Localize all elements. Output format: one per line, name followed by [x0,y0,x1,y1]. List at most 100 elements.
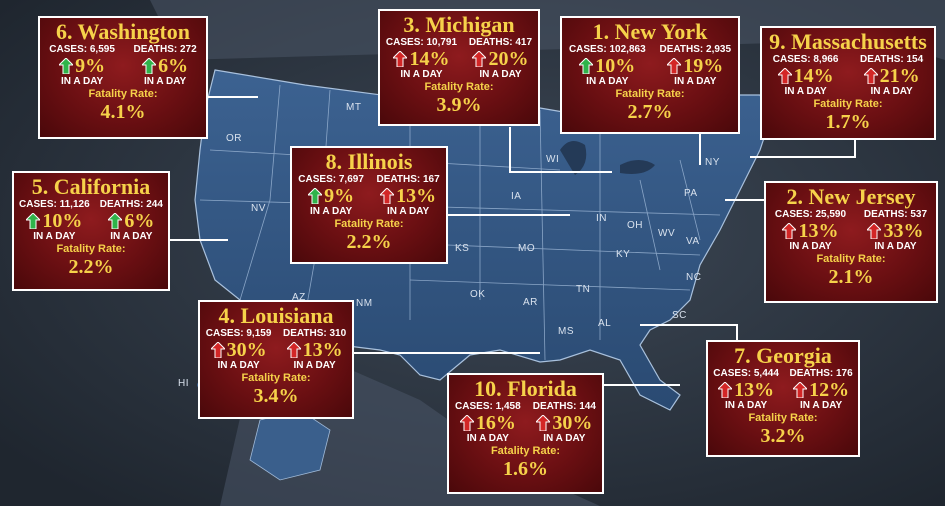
state-label-hi: HI [178,378,189,389]
state-label-ms: MS [558,326,574,337]
fatality-rate-label: Fatality Rate: [88,88,158,100]
deaths-red-up-arrow-icon [286,342,301,358]
cases-in-a-day: IN A DAY [400,69,443,80]
cases-red-up-arrow-icon [393,51,408,67]
cases-in-a-day: IN A DAY [309,206,353,217]
deaths-label: DEATHS: 2,935 [659,44,732,55]
deaths-block: DEATHS: 154 21% IN A DAY [860,54,923,97]
state-label-sc: SC [672,310,687,321]
cases-in-a-day: IN A DAY [724,400,768,411]
cases-block: CASES: 7,697 9% IN A DAY [298,174,364,217]
cases-green-up-arrow-icon [26,213,41,229]
cases-change: 9% [324,185,355,207]
state-card-washington: 6. Washington CASES: 6,595 9% IN A DAY DEATH… [38,16,208,139]
deaths-block: DEATHS: 2,935 19% IN A DAY [660,44,732,87]
card-title: 1. New York [592,19,708,44]
cases-green-up-arrow-icon [579,58,594,74]
cases-change: 10% [595,55,636,77]
cases-in-a-day: IN A DAY [466,433,509,444]
fatality-rate-value: 4.1% [100,101,146,123]
cases-label: CASES: 8,966 [772,54,839,65]
state-card-newjersey: 2. New Jersey CASES: 25,590 13% IN A DAY DEA… [764,181,938,303]
cases-in-a-day: IN A DAY [217,360,260,371]
deaths-in-a-day: IN A DAY [870,86,913,97]
cases-red-up-arrow-icon [782,223,797,239]
deaths-label: DEATHS: 537 [863,209,928,220]
fatality-rate-value: 2.7% [627,101,673,123]
fatality-rate-value: 2.2% [346,231,392,253]
fatality-rate-value: 1.6% [503,458,548,480]
deaths-block: DEATHS: 537 33% IN A DAY [864,209,927,252]
deaths-red-up-arrow-icon [472,51,487,67]
cases-change: 30% [226,339,267,361]
cases-change: 14% [409,48,450,70]
cases-red-up-arrow-icon [718,382,733,398]
state-card-newyork: 1. New York CASES: 102,863 10% IN A DAY DEAT… [560,16,740,134]
cases-label: CASES: 5,444 [713,368,779,379]
card-title: 6. Washington [55,19,191,44]
card-title: 9. Massachusetts [769,29,927,54]
deaths-label: DEATHS: 154 [860,54,924,65]
cases-block: CASES: 8,966 14% IN A DAY [773,54,839,97]
cases-change: 16% [475,412,516,434]
cases-red-up-arrow-icon [210,342,225,358]
cases-change: 14% [793,65,834,87]
fatality-rate-label: Fatality Rate: [748,412,818,424]
deaths-block: DEATHS: 310 13% IN A DAY [283,328,346,371]
fatality-rate-label: Fatality Rate: [334,218,404,230]
state-label-nv: NV [251,203,266,214]
deaths-block: DEATHS: 144 30% IN A DAY [533,401,596,444]
deaths-block: DEATHS: 167 13% IN A DAY [377,174,440,217]
cases-in-a-day: IN A DAY [789,241,832,252]
deaths-change: 13% [396,185,437,207]
state-label-mt: MT [346,102,362,113]
deaths-in-a-day: IN A DAY [543,433,586,444]
cases-block: CASES: 9,159 30% IN A DAY [206,328,272,371]
card-title: 2. New Jersey [786,184,916,209]
state-label-in: IN [596,213,607,224]
deaths-block: DEATHS: 176 12% IN A DAY [790,368,853,411]
deaths-block: DEATHS: 244 6% IN A DAY [100,199,163,242]
cases-label: CASES: 6,595 [49,44,115,55]
deaths-red-up-arrow-icon [380,188,395,204]
deaths-red-up-arrow-icon [863,68,878,84]
state-card-georgia: 7. Georgia CASES: 5,444 13% IN A DAY DEATHS:… [706,340,860,457]
deaths-in-a-day: IN A DAY [799,400,843,411]
cases-block: CASES: 10,791 14% IN A DAY [386,37,457,80]
fatality-rate-label: Fatality Rate: [56,243,126,255]
cases-label: CASES: 7,697 [298,174,364,185]
cases-block: CASES: 6,595 9% IN A DAY [49,44,115,87]
state-label-ar: AR [523,297,538,308]
state-label-mo: MO [518,243,536,254]
state-label-nm: NM [356,298,373,309]
state-label-oh: OH [627,220,643,231]
state-card-louisiana: 4. Louisiana CASES: 9,159 30% IN A DAY DEATH… [198,300,354,419]
deaths-red-up-arrow-icon [867,223,882,239]
state-label-ny: NY [705,157,720,168]
state-label-tn: TN [576,284,591,295]
state-label-ky: KY [616,249,631,260]
deaths-in-a-day: IN A DAY [143,76,187,87]
fatality-rate-value: 2.1% [828,266,874,288]
deaths-label: DEATHS: 167 [376,174,440,185]
cases-block: CASES: 5,444 13% IN A DAY [713,368,779,411]
cases-label: CASES: 25,590 [774,209,847,220]
cases-in-a-day: IN A DAY [586,76,629,87]
deaths-change: 33% [883,220,924,242]
fatality-rate-value: 1.7% [825,111,871,133]
fatality-rate-value: 3.9% [436,94,482,116]
state-label-ia: IA [511,191,522,202]
cases-block: CASES: 25,590 13% IN A DAY [775,209,846,252]
card-title: 7. Georgia [734,343,832,368]
cases-label: CASES: 1,458 [455,401,521,412]
state-card-california: 5. California CASES: 11,126 10% IN A DAY DEA… [12,171,170,291]
state-label-ok: OK [470,289,486,300]
card-title: 10. Florida [474,376,577,401]
fatality-rate-value: 3.4% [253,385,299,407]
cases-in-a-day: IN A DAY [784,86,827,97]
deaths-green-up-arrow-icon [142,58,157,74]
cases-block: CASES: 102,863 10% IN A DAY [569,44,646,87]
deaths-green-up-arrow-icon [108,213,123,229]
cases-label: CASES: 9,159 [205,328,272,339]
deaths-label: DEATHS: 417 [468,37,533,48]
